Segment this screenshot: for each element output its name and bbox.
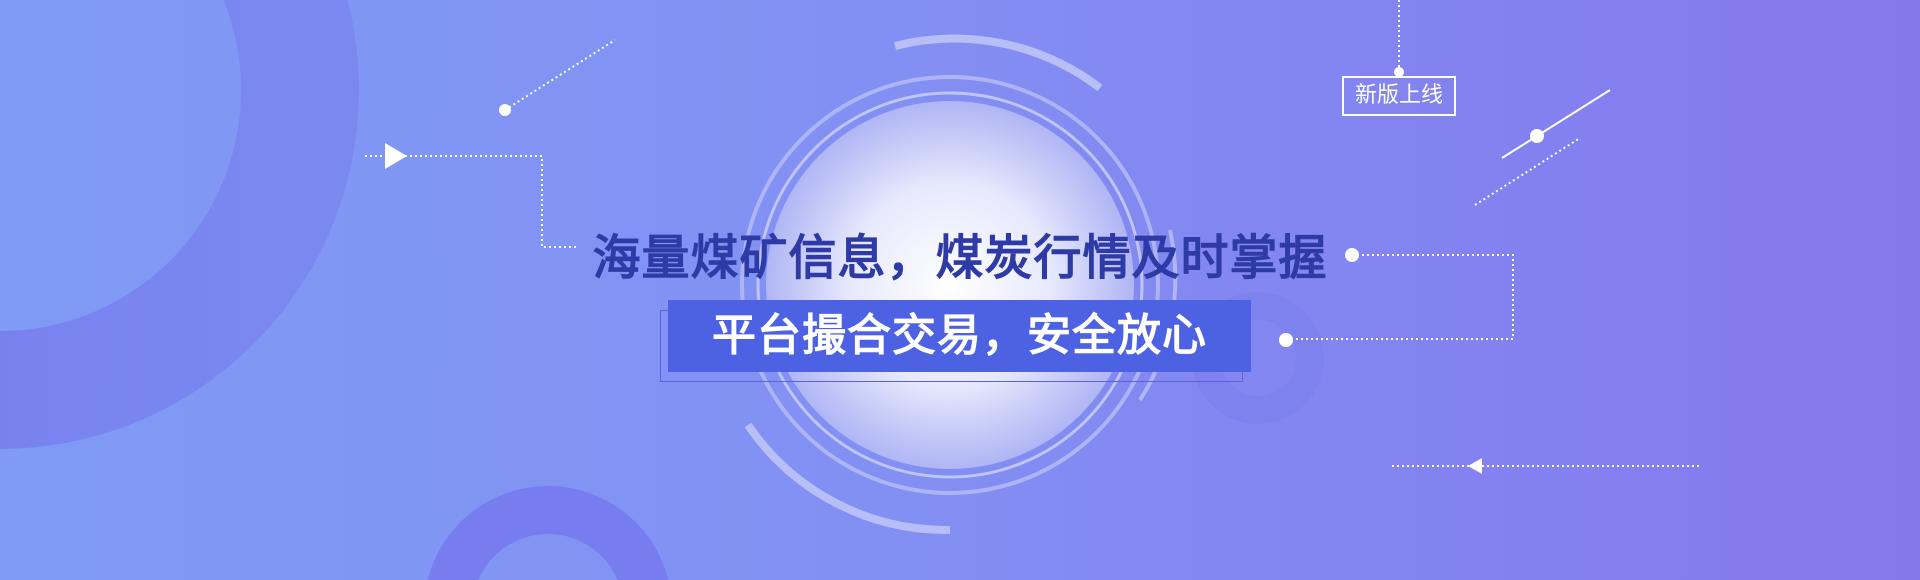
dotted-connector-right	[1286, 254, 1514, 340]
center-ring-middle	[740, 75, 1160, 495]
center-glow-circle	[766, 101, 1134, 469]
arrow-left-icon	[1468, 458, 1482, 474]
new-version-badge: 新版上线	[1342, 76, 1456, 116]
big-ring-shape	[0, 0, 359, 449]
headline: 海量煤矿信息，煤炭行情及时掌握	[592, 230, 1328, 286]
dotted-line	[504, 39, 616, 111]
dot-marker	[1345, 248, 1359, 262]
center-arc-top	[894, 34, 1103, 92]
dotted-connector-left	[365, 155, 578, 248]
dot-marker	[1530, 129, 1544, 143]
subline-text: 平台撮合交易，安全放心	[668, 300, 1251, 372]
dot-marker	[1394, 67, 1404, 77]
bottom-ring-shape	[427, 486, 669, 580]
solid-line	[1501, 89, 1611, 159]
center-arc-bottom	[744, 422, 951, 535]
center-ring-inner	[756, 91, 1144, 479]
dotted-line	[1474, 137, 1581, 206]
dot-marker	[499, 104, 511, 116]
subline-box: 平台撮合交易，安全放心	[660, 300, 1251, 382]
arrow-right-icon	[385, 143, 407, 169]
dot-marker	[1279, 333, 1293, 347]
